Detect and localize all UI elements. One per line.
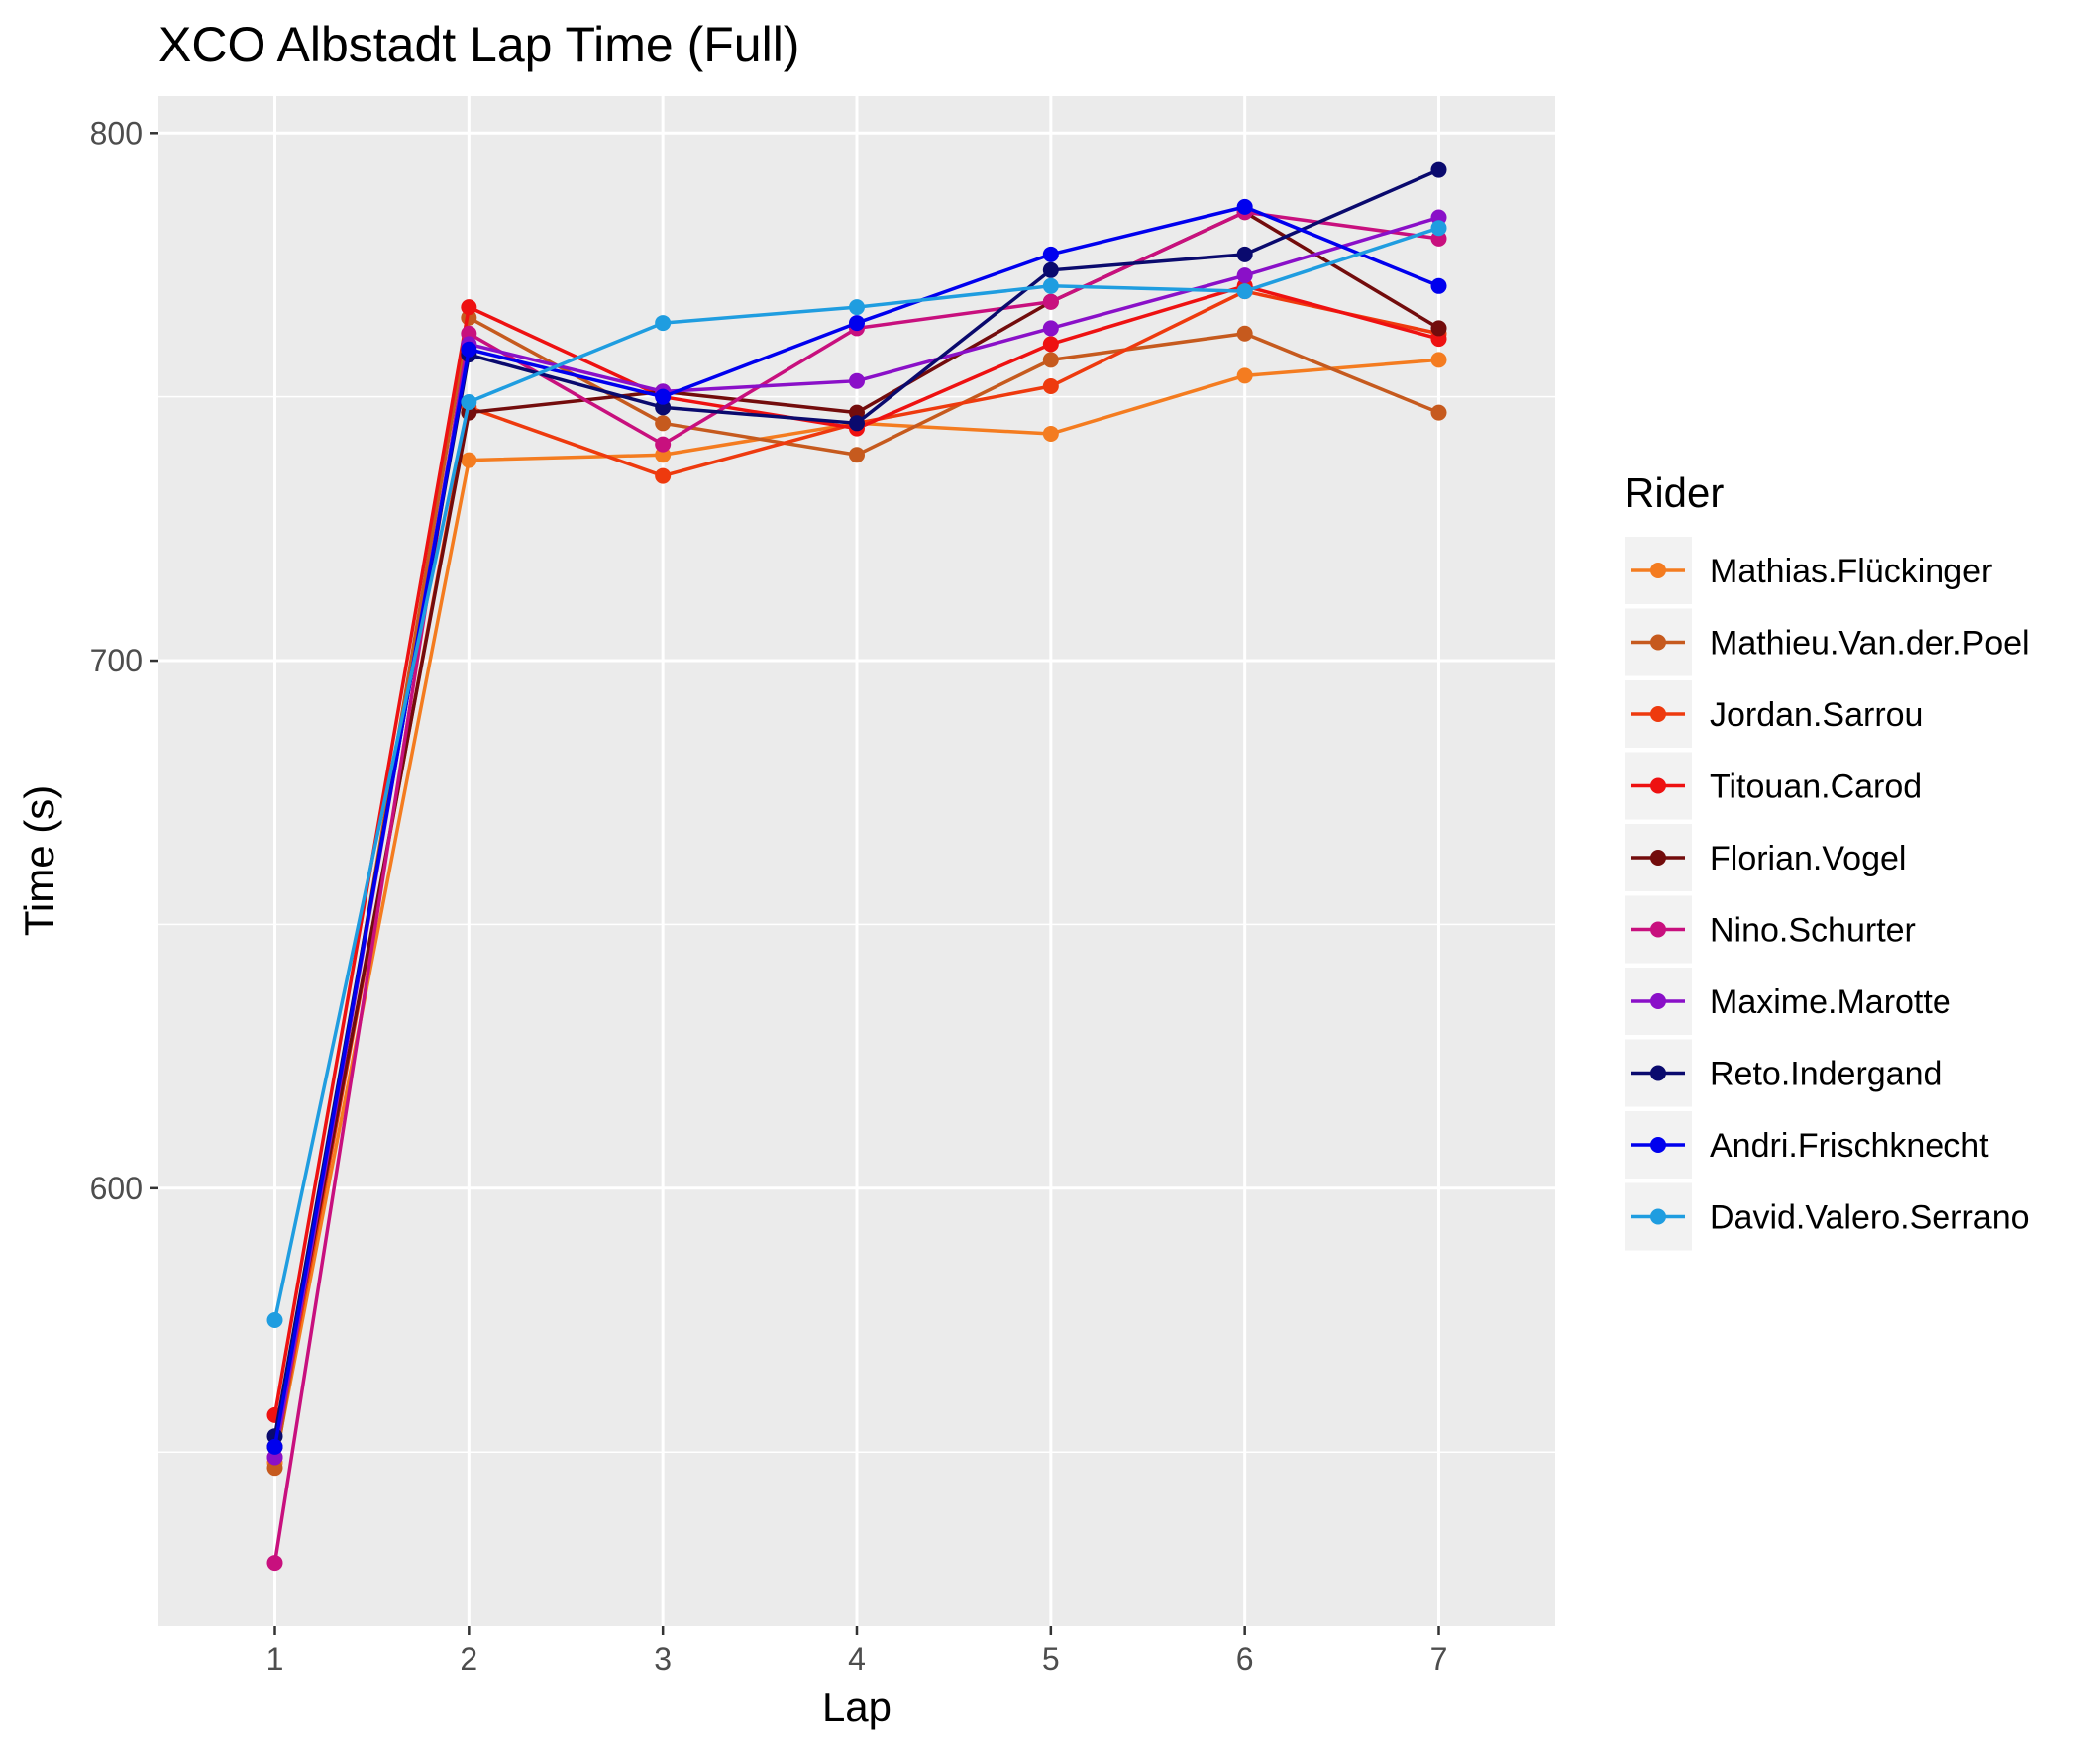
- data-point: [655, 415, 672, 432]
- data-point: [461, 394, 477, 410]
- x-tick-label: 3: [654, 1641, 672, 1677]
- legend-key-point: [1650, 706, 1666, 722]
- legend-label: Reto.Indergand: [1710, 1056, 1942, 1093]
- data-point: [849, 415, 865, 432]
- data-point: [1042, 425, 1059, 442]
- data-point: [1430, 277, 1447, 294]
- data-point: [1236, 267, 1253, 284]
- legend-item: Reto.Indergand: [1625, 1039, 1942, 1107]
- data-point: [1430, 404, 1447, 421]
- data-point: [1042, 277, 1059, 294]
- y-tick-label: 800: [90, 115, 143, 151]
- x-tick-label: 1: [266, 1641, 284, 1677]
- legend-key-point: [1650, 563, 1666, 578]
- data-point: [1430, 352, 1447, 368]
- legend-label: Titouan.Carod: [1710, 769, 1922, 806]
- legend-key-point: [1650, 1137, 1666, 1153]
- legend-key-point: [1650, 1065, 1666, 1081]
- legend-item: Maxime.Marotte: [1625, 968, 1951, 1035]
- legend-item: Titouan.Carod: [1625, 752, 1922, 820]
- legend: Rider Mathias.Flückinger Mathieu.Van.der.…: [1625, 469, 2030, 1251]
- y-tick-label: 600: [90, 1171, 143, 1206]
- legend-item: David.Valero.Serrano: [1625, 1182, 2030, 1251]
- data-point: [1236, 367, 1253, 384]
- legend-key-point: [1650, 921, 1666, 938]
- y-axis-title: Time (s): [16, 785, 62, 936]
- x-tick-label: 2: [460, 1641, 477, 1677]
- data-point: [1430, 161, 1447, 178]
- x-tick-label: 6: [1236, 1641, 1254, 1677]
- legend-title: Rider: [1625, 469, 1724, 516]
- series-group: [266, 161, 1447, 1572]
- legend-key-point: [1650, 777, 1666, 794]
- data-point: [1042, 293, 1059, 310]
- data-point: [266, 1312, 283, 1328]
- data-point: [1042, 320, 1059, 337]
- legend-item: Nino.Schurter: [1625, 895, 1916, 964]
- data-point: [655, 315, 672, 332]
- data-point: [1236, 198, 1253, 215]
- data-point: [1430, 220, 1447, 237]
- data-point: [1042, 378, 1059, 395]
- data-point: [1042, 336, 1059, 353]
- x-tick-label: 4: [848, 1641, 866, 1677]
- x-tick-label: 7: [1430, 1641, 1448, 1677]
- legend-item: Mathieu.Van.der.Poel: [1625, 608, 2030, 676]
- legend-label: David.Valero.Serrano: [1710, 1199, 2030, 1237]
- y-tick-label: 700: [90, 643, 143, 678]
- legend-key-point: [1650, 1208, 1666, 1225]
- data-point: [1430, 320, 1447, 337]
- legend-item: Mathias.Flückinger: [1625, 537, 1992, 604]
- data-point: [655, 388, 672, 405]
- legend-key-point: [1650, 634, 1666, 651]
- data-point: [1042, 352, 1059, 368]
- legend-key-point: [1650, 993, 1666, 1009]
- legend-label: Mathias.Flückinger: [1710, 553, 1992, 590]
- legend-item: Jordan.Sarrou: [1625, 680, 1923, 748]
- data-point: [461, 452, 477, 468]
- legend-label: Jordan.Sarrou: [1710, 696, 1923, 734]
- data-point: [849, 372, 865, 389]
- legend-key-point: [1650, 850, 1666, 866]
- data-point: [266, 1438, 283, 1455]
- data-point: [655, 467, 672, 484]
- data-point: [1236, 325, 1253, 342]
- legend-label: Florian.Vogel: [1710, 840, 1906, 877]
- legend-label: Andri.Frischknecht: [1710, 1127, 1989, 1165]
- legend-item: Andri.Frischknecht: [1625, 1111, 1989, 1179]
- legend-label: Maxime.Marotte: [1710, 983, 1951, 1021]
- series: [266, 198, 1447, 1455]
- x-axis-title: Lap: [822, 1684, 892, 1730]
- legend-label: Nino.Schurter: [1710, 912, 1916, 950]
- x-tick-label: 5: [1042, 1641, 1060, 1677]
- data-point: [849, 447, 865, 463]
- data-point: [1236, 283, 1253, 300]
- data-point: [1042, 261, 1059, 278]
- data-point: [849, 315, 865, 332]
- data-point: [1042, 246, 1059, 262]
- data-point: [266, 1555, 283, 1572]
- series: [266, 220, 1447, 1328]
- data-point: [461, 341, 477, 358]
- legend-label: Mathieu.Van.der.Poel: [1710, 625, 2030, 663]
- data-point: [461, 299, 477, 316]
- data-point: [1236, 246, 1253, 262]
- legend-item: Florian.Vogel: [1625, 824, 1906, 891]
- data-point: [655, 436, 672, 453]
- axes: 600 700 800 1 2 3 4 5 6 7: [90, 115, 1448, 1677]
- chart-title: XCO Albstadt Lap Time (Full): [158, 17, 799, 72]
- data-point: [849, 299, 865, 316]
